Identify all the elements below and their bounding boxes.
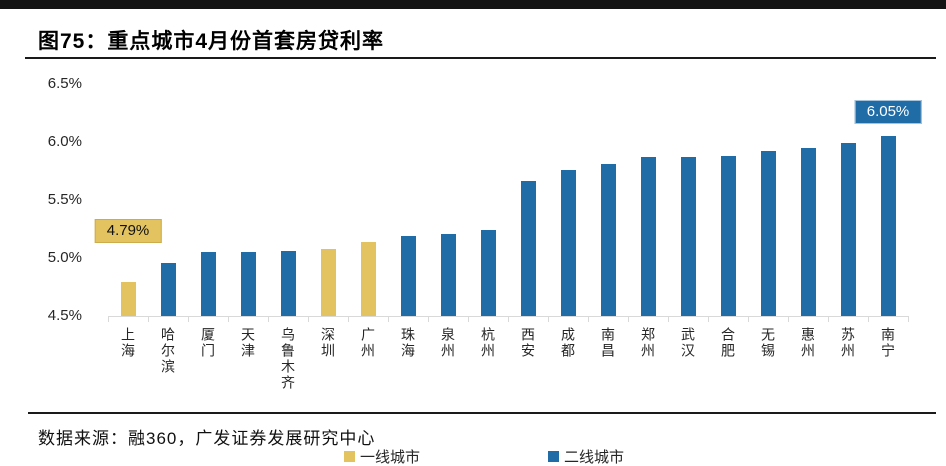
title-divider (25, 57, 936, 59)
x-axis-label: 杭州 (480, 327, 496, 359)
bar (480, 230, 496, 316)
x-axis-tick (388, 316, 389, 322)
bar (840, 143, 856, 316)
chart-legend: 一线城市 二线城市 (84, 446, 884, 466)
bar (440, 233, 456, 316)
y-axis-tick-label: 5.5% (47, 191, 82, 208)
x-axis-tick (908, 316, 909, 322)
x-axis-tick (188, 316, 189, 322)
x-axis-tick (548, 316, 549, 322)
bar-chart: 4.5% 5.0% 5.5% 6.0% 6.5% 上海 哈尔滨 厦门 天津 乌鲁木齐 深圳 广州 珠海… (0, 60, 946, 466)
legend-swatch-icon (343, 451, 355, 462)
x-axis-label: 合肥 (720, 327, 736, 359)
bar (200, 252, 216, 316)
x-axis-tick (508, 316, 509, 322)
bar (360, 241, 376, 316)
bar-value-callout: 4.79% (94, 219, 162, 244)
y-axis-tick-label: 4.5% (47, 307, 82, 324)
x-axis-label: 苏州 (840, 327, 856, 359)
x-axis-tick (308, 316, 309, 322)
x-axis-tick (628, 316, 629, 322)
bar (760, 151, 776, 316)
x-axis-label: 南宁 (880, 327, 896, 359)
x-axis-label: 哈尔滨 (160, 327, 176, 375)
bar (560, 169, 576, 316)
x-axis-label: 无锡 (760, 327, 776, 359)
x-axis-tick (468, 316, 469, 322)
x-axis-tick (108, 316, 109, 322)
legend-label: 二线城市 (564, 449, 625, 466)
bar (160, 262, 176, 316)
bar (280, 251, 296, 316)
legend-swatch-icon (548, 451, 559, 462)
x-axis-label: 珠海 (400, 327, 416, 359)
x-axis-tick (588, 316, 589, 322)
x-axis-label: 深圳 (320, 327, 336, 359)
legend-label: 一线城市 (359, 449, 420, 466)
x-axis-tick (788, 316, 789, 322)
x-axis-label: 西安 (520, 327, 536, 359)
bar (120, 282, 136, 316)
legend-item: 一线城市 (343, 446, 420, 466)
data-source-note: 数据来源：融360，广发证券发展研究中心 (38, 429, 376, 448)
x-axis-tick (748, 316, 749, 322)
bar (680, 157, 696, 316)
x-axis-tick (708, 316, 709, 322)
x-axis-tick (148, 316, 149, 322)
x-axis-label: 泉州 (440, 327, 456, 359)
bar-value-callout: 6.05% (854, 100, 922, 125)
bar (400, 235, 416, 316)
x-axis-label: 武汉 (680, 327, 696, 359)
bar (880, 136, 896, 316)
x-axis-label: 厦门 (200, 327, 216, 359)
bar (720, 155, 736, 316)
y-axis-tick-label: 5.0% (47, 249, 82, 266)
x-axis-label: 郑州 (640, 327, 656, 359)
footer-divider (28, 412, 936, 414)
x-axis-label: 广州 (360, 327, 376, 359)
x-axis-tick (228, 316, 229, 322)
x-axis-label: 惠州 (800, 327, 816, 359)
page-top-band (0, 0, 946, 9)
x-axis-tick (868, 316, 869, 322)
x-axis-tick (668, 316, 669, 322)
x-axis-tick (828, 316, 829, 322)
x-axis-label: 南昌 (600, 327, 616, 359)
bar (800, 147, 816, 316)
bar (600, 164, 616, 316)
x-axis-label: 上海 (120, 327, 136, 359)
x-axis-label: 天津 (240, 327, 256, 359)
x-axis-tick (268, 316, 269, 322)
x-axis-label: 乌鲁木齐 (280, 327, 296, 391)
bar (240, 252, 256, 316)
bar (320, 248, 336, 316)
bar (520, 181, 536, 316)
legend-item: 二线城市 (548, 446, 624, 466)
x-axis-tick (348, 316, 349, 322)
x-axis-label: 成都 (560, 327, 576, 359)
bar (640, 157, 656, 316)
y-axis-tick-label: 6.5% (47, 75, 82, 92)
x-axis-tick (428, 316, 429, 322)
y-axis-tick-label: 6.0% (47, 133, 82, 150)
figure-title: 图75：重点城市4月份首套房贷利率 (38, 30, 385, 53)
